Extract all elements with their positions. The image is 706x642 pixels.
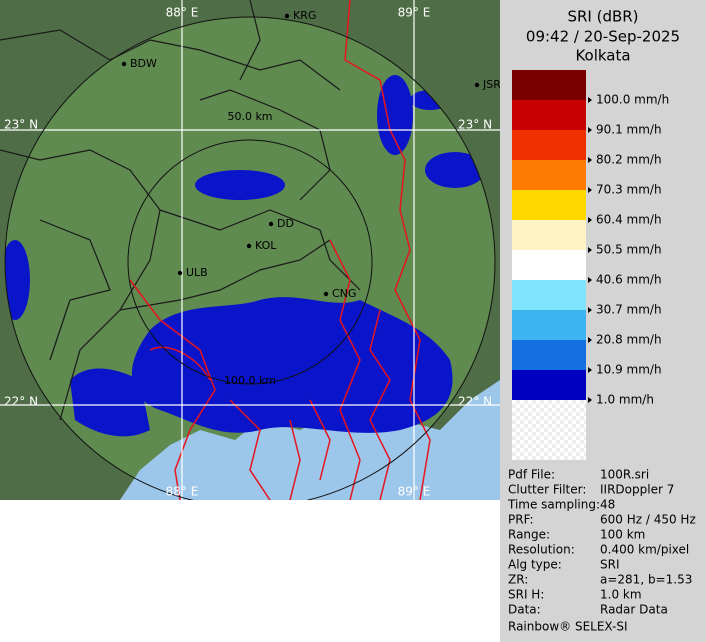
info-key: Alg type:: [508, 558, 562, 572]
legend-arrow: [588, 307, 592, 313]
legend-swatch: [512, 280, 586, 310]
legend-label: 1.0 mm/h: [596, 393, 654, 407]
legend-swatch: [512, 100, 586, 130]
info-value: Radar Data: [600, 603, 668, 617]
info-value: 600 Hz / 450 Hz: [600, 513, 696, 527]
info-panel: SRI (dBR) 09:42 / 20-Sep-2025 Kolkata 10…: [500, 0, 706, 642]
legend-arrow: [588, 247, 592, 253]
legend-arrow: [588, 97, 592, 103]
range-ring: [4, 16, 496, 500]
legend-arrow: [588, 187, 592, 193]
legend-label: 60.4 mm/h: [596, 213, 662, 227]
place-label: ULB: [186, 266, 208, 279]
info-value: 0.400 km/pixel: [600, 543, 689, 557]
legend-label: 50.5 mm/h: [596, 243, 662, 257]
place-dot: [246, 243, 252, 249]
lon-label: 89° E: [398, 485, 431, 499]
place-label: DD: [277, 217, 294, 230]
legend-label: 10.9 mm/h: [596, 363, 662, 377]
legend-swatch: [512, 340, 586, 370]
lon-label: 88° E: [166, 6, 199, 20]
site-name: Kolkata: [575, 47, 630, 65]
place-label: KOL: [255, 239, 277, 252]
borders: [0, 0, 361, 421]
legend-arrow: [588, 277, 592, 283]
place-dot: [268, 221, 274, 227]
legend-label: 30.7 mm/h: [596, 303, 662, 317]
footer: Rainbow® SELEX-SI: [508, 620, 628, 634]
info-value: a=281, b=1.53: [600, 573, 692, 587]
info-key: Resolution:: [508, 543, 575, 557]
info-value: 100 km: [600, 528, 645, 542]
legend-arrow: [588, 367, 592, 373]
info-key: SRI H:: [508, 588, 544, 602]
legend-arrow: [588, 157, 592, 163]
product-title: SRI (dBR): [567, 8, 638, 26]
legend-swatch: [512, 190, 586, 220]
info-value: 100R.sri: [600, 468, 649, 482]
legend-label: 20.8 mm/h: [596, 333, 662, 347]
lat-label: 22° N: [4, 395, 38, 409]
legend-swatch: [512, 370, 586, 400]
range-label: 100.0 km: [224, 374, 276, 387]
info-key: Time sampling:: [507, 498, 600, 512]
info-key: Data:: [508, 603, 541, 617]
legend-swatch: [512, 70, 586, 100]
info-key: Range:: [508, 528, 550, 542]
place-label: KRG: [293, 9, 316, 22]
legend-swatch: [512, 130, 586, 160]
place-dot: [121, 61, 127, 67]
legend-label: 80.2 mm/h: [596, 153, 662, 167]
info-value: 48: [600, 498, 615, 512]
range-ring: [127, 139, 373, 385]
lat-label: 23° N: [4, 118, 38, 132]
legend-label: 70.3 mm/h: [596, 183, 662, 197]
lat-label: 22° N: [458, 395, 492, 409]
place-dot: [284, 13, 290, 19]
legend-swatch: [512, 250, 586, 280]
info-key: ZR:: [508, 573, 528, 587]
info-key: Clutter Filter:: [508, 483, 586, 497]
timestamp: 09:42 / 20-Sep-2025: [526, 28, 680, 46]
info-key: Pdf File:: [508, 468, 555, 482]
place-dot: [177, 270, 183, 276]
legend-label: 40.6 mm/h: [596, 273, 662, 287]
place-label: BDW: [130, 57, 157, 70]
legend-label: 90.1 mm/h: [596, 123, 662, 137]
legend-nodata: [512, 400, 586, 460]
rivers: [129, 0, 431, 500]
legend-arrow: [588, 127, 592, 133]
place-label: JSR: [482, 78, 500, 91]
map-base: [0, 0, 500, 500]
info-value: 1.0 km: [600, 588, 642, 602]
graticule: [0, 0, 500, 500]
place-dot: [474, 82, 480, 88]
place-dot: [323, 291, 329, 297]
lon-label: 89° E: [398, 6, 431, 20]
range-label: 50.0 km: [227, 110, 272, 123]
legend-swatch: [512, 160, 586, 190]
place-label: CNG: [332, 287, 356, 300]
info-value: IIRDoppler 7: [600, 483, 674, 497]
lon-label: 88° E: [166, 485, 199, 499]
legend-swatch: [512, 310, 586, 340]
legend-swatch: [512, 220, 586, 250]
radar-map: 88° E 88° E 89° E 89° E 23° N 23° N 22° N 22° N…: [0, 0, 500, 500]
legend-label: 100.0 mm/h: [596, 93, 669, 107]
lat-label: 23° N: [458, 118, 492, 132]
legend-arrow: [588, 217, 592, 223]
legend-arrow: [588, 337, 592, 343]
info-value: SRI: [600, 558, 620, 572]
legend-arrow: [588, 397, 592, 403]
precipitation: [5, 75, 485, 437]
info-key: PRF:: [508, 513, 534, 527]
